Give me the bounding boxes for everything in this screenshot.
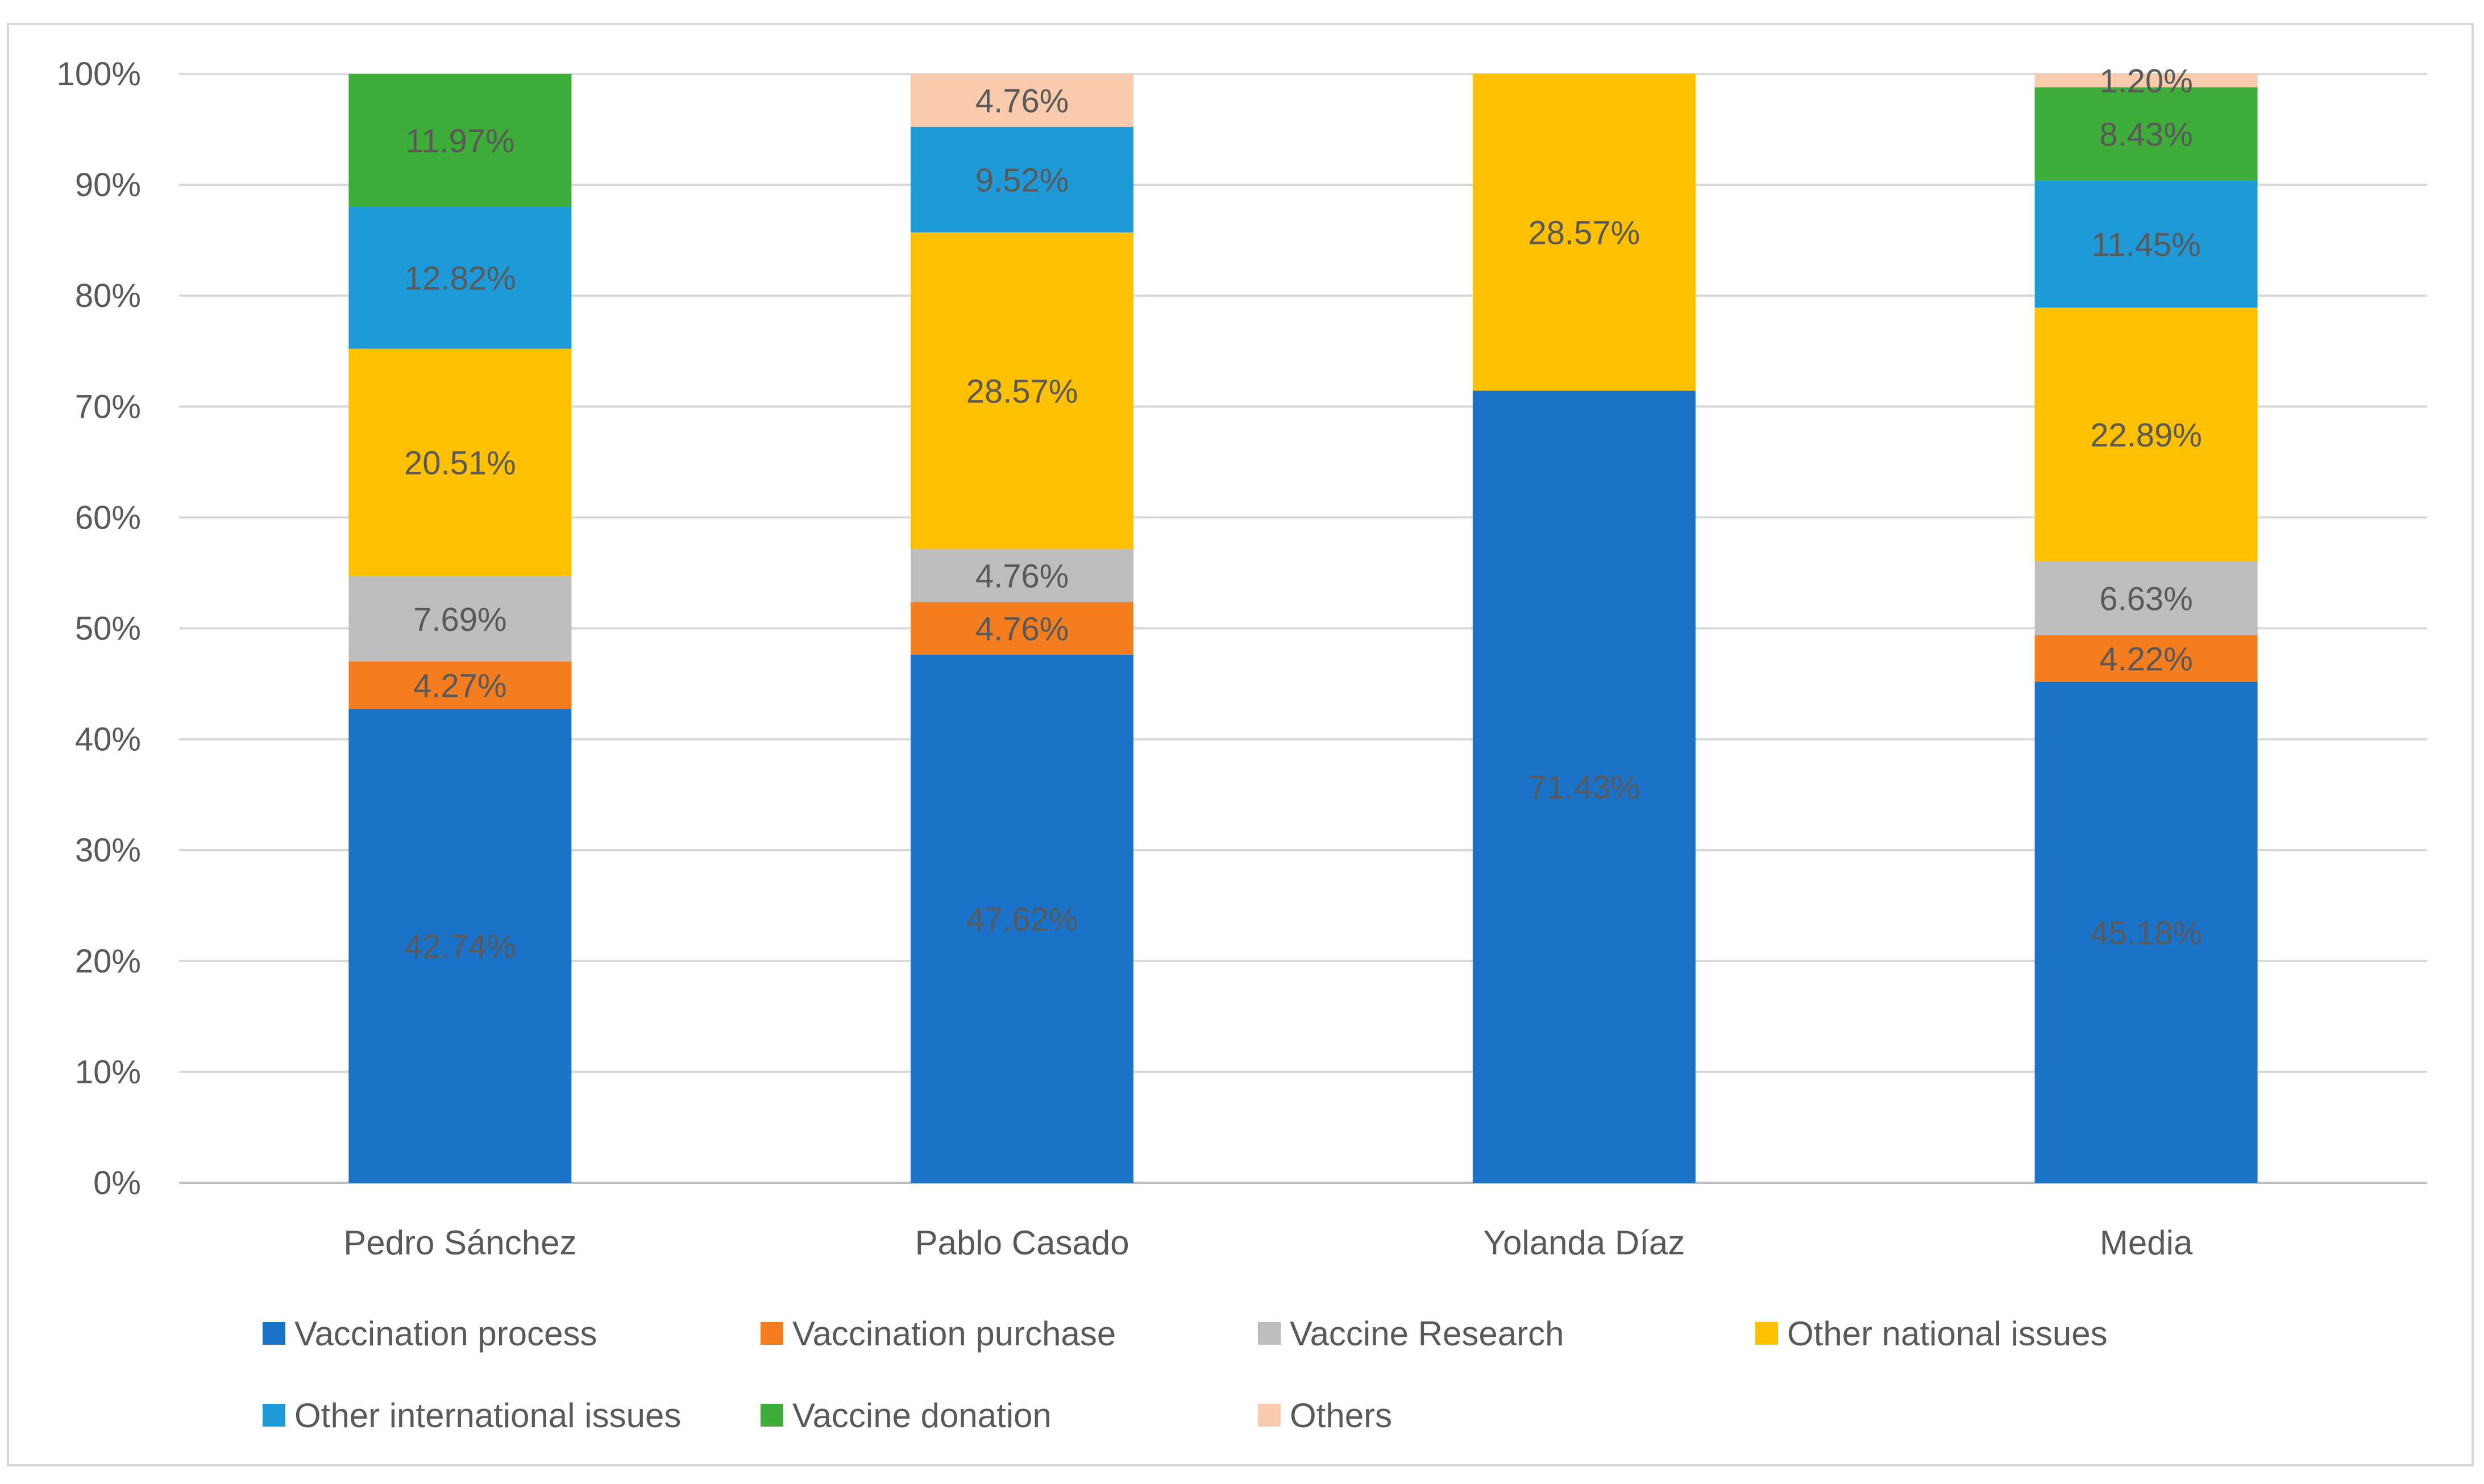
chart-frame — [7, 23, 2474, 1466]
data-label: 47.62% — [966, 901, 1078, 938]
bar-segment — [2034, 307, 2258, 562]
bar-segment — [348, 206, 572, 349]
data-label: 45.18% — [2090, 914, 2202, 951]
bar-segment — [2034, 635, 2258, 682]
legend-swatch — [263, 1322, 285, 1345]
data-label: 6.63% — [2099, 581, 2192, 618]
bar-segment — [2034, 681, 2258, 1183]
data-label: 11.45% — [2091, 227, 2200, 264]
y-tick-label: 40% — [75, 721, 141, 758]
bar-segment — [348, 348, 572, 576]
bar-segment — [911, 549, 1134, 602]
bar-segment — [348, 74, 572, 207]
y-tick-label: 60% — [75, 499, 141, 536]
x-tick-label: Pedro Sánchez — [343, 1224, 576, 1262]
y-axis-ticks: 0% 10% 20% 30% 40% 50% 60% 70% 80% 90% 100% — [57, 56, 141, 1202]
legend-label: Vaccine Research — [1290, 1315, 1564, 1353]
x-tick-label: Pablo Casado — [915, 1224, 1129, 1262]
y-tick-label: 70% — [75, 388, 141, 425]
bar-segment — [911, 654, 1134, 1183]
data-label: 7.69% — [413, 601, 506, 638]
bars — [348, 74, 2258, 1183]
data-label: 4.76% — [975, 611, 1069, 648]
y-tick-label: 10% — [75, 1054, 141, 1091]
legend-label: Other national issues — [1787, 1315, 2108, 1353]
x-tick-label: Yolanda Díaz — [1484, 1224, 1685, 1262]
legend-swatch — [1258, 1404, 1281, 1427]
y-tick-label: 20% — [75, 943, 141, 980]
y-tick-label: 80% — [75, 277, 141, 314]
bar-segment — [348, 576, 572, 662]
legend-swatch — [1755, 1322, 1778, 1345]
legend-swatch — [1258, 1322, 1281, 1345]
legend-swatch — [761, 1322, 783, 1345]
y-tick-label: 50% — [75, 610, 141, 647]
bar-segment — [1472, 390, 1696, 1183]
legend-label: Vaccination purchase — [792, 1315, 1116, 1353]
legend-swatch — [761, 1404, 783, 1427]
bar-segment — [911, 74, 1134, 127]
legend-label: Vaccine donation — [792, 1396, 1052, 1435]
legend-swatch — [263, 1404, 285, 1427]
legend-label: Vaccination process — [294, 1315, 597, 1353]
y-tick-label: 0% — [93, 1165, 141, 1202]
data-label: 4.22% — [2099, 641, 2192, 677]
y-tick-label: 90% — [75, 167, 141, 203]
legend-label: Others — [1290, 1396, 1392, 1435]
bar-segment — [2034, 561, 2258, 635]
data-label: 4.76% — [975, 83, 1069, 120]
data-label: 28.57% — [966, 373, 1078, 410]
bar-segment — [911, 602, 1134, 655]
bar-segment — [348, 661, 572, 709]
bar-segment — [911, 232, 1134, 550]
data-label: 8.43% — [2099, 117, 2192, 153]
data-label: 20.51% — [404, 445, 516, 482]
data-label: 22.89% — [2090, 417, 2202, 454]
data-labels: 42.74% 4.27% 7.69% 20.51% 12.82% 11.97% 47.62%… — [404, 63, 2202, 965]
bar-segment — [911, 127, 1134, 232]
data-label: 28.57% — [1528, 215, 1640, 252]
data-label: 12.82% — [404, 260, 516, 297]
bar-segment — [2034, 74, 2258, 88]
y-tick-label: 100% — [57, 56, 141, 93]
bar-segment — [1472, 74, 1696, 391]
data-label: 11.97% — [405, 123, 514, 160]
data-label: 71.43% — [1528, 769, 1640, 806]
x-axis-ticks: Pedro Sánchez Pablo Casado Yolanda Díaz Med… — [343, 1224, 2193, 1262]
bar-segment — [2034, 87, 2258, 181]
x-tick-label: Media — [2100, 1224, 2193, 1262]
bar-segment — [2034, 180, 2258, 308]
data-label: 1.20% — [2099, 63, 2192, 100]
legend: Vaccination process Vaccination purchase V… — [263, 1315, 2108, 1435]
data-label: 42.74% — [404, 928, 516, 965]
data-label: 4.27% — [413, 667, 506, 704]
bar-segment — [348, 709, 572, 1183]
y-tick-label: 30% — [75, 832, 141, 869]
legend-label: Other international issues — [294, 1396, 681, 1435]
data-label: 9.52% — [975, 162, 1069, 199]
data-label: 4.76% — [975, 558, 1069, 595]
